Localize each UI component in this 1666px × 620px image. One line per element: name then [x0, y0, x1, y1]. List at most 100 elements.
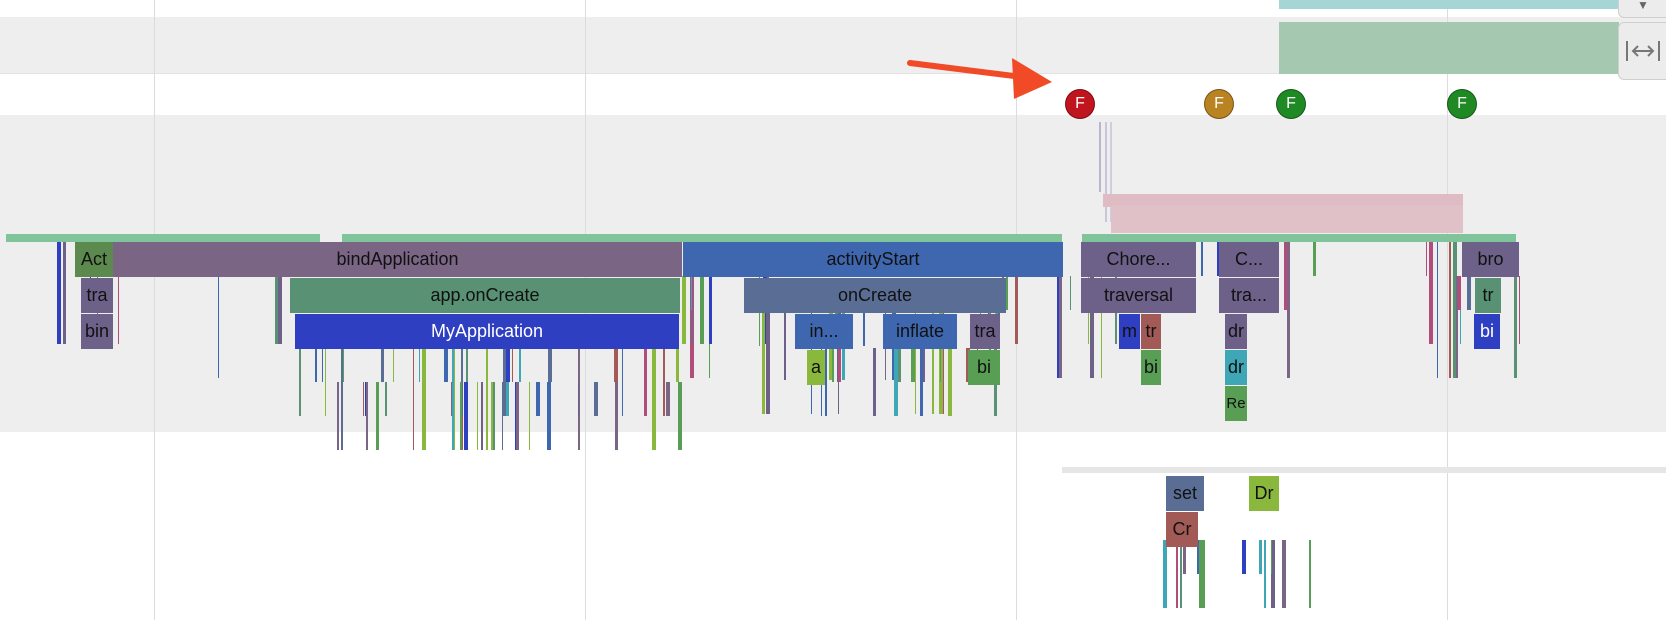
slice-tra-2[interactable]: tra — [970, 314, 1000, 349]
trace-sub-slice[interactable] — [547, 348, 552, 382]
slice-tr-2[interactable]: tr — [1141, 314, 1161, 349]
trace-sub-slice[interactable] — [1286, 242, 1290, 378]
slice-oncreate[interactable]: onCreate — [744, 278, 1006, 313]
trace-sub-slice[interactable] — [676, 348, 680, 382]
frame-marker-ok[interactable]: F — [1447, 89, 1477, 119]
trace-sub-slice[interactable] — [1428, 242, 1433, 344]
trace-sub-slice[interactable] — [1183, 540, 1187, 574]
trace-sub-slice[interactable] — [1070, 276, 1072, 310]
trace-sub-slice[interactable] — [1519, 276, 1521, 344]
trace-sub-slice[interactable] — [325, 348, 327, 416]
slice-bi-2[interactable]: bi — [968, 350, 1000, 385]
trace-sub-slice[interactable] — [511, 348, 513, 382]
trace-sub-slice[interactable] — [863, 312, 865, 346]
counter-bar-green[interactable] — [1279, 22, 1619, 74]
trace-sub-slice[interactable] — [915, 312, 917, 414]
resize-button[interactable] — [1618, 22, 1666, 80]
trace-sub-slice[interactable] — [364, 382, 366, 416]
trace-sub-slice[interactable] — [366, 382, 369, 450]
trace-sub-slice[interactable] — [1259, 540, 1263, 574]
trace-sub-slice[interactable] — [516, 382, 520, 450]
trace-sub-slice[interactable] — [1180, 540, 1183, 608]
trace-sub-slice[interactable] — [546, 382, 551, 450]
trace-sub-slice[interactable] — [315, 348, 317, 382]
trace-sub-slice[interactable] — [593, 382, 598, 416]
trace-sub-slice[interactable] — [1058, 242, 1062, 378]
slice-app-oncreate[interactable]: app.onCreate — [290, 278, 680, 313]
trace-sub-slice[interactable] — [940, 348, 942, 382]
trace-sub-slice[interactable] — [765, 312, 770, 414]
slice-dr-render[interactable]: Dr — [1249, 476, 1279, 511]
trace-sub-slice[interactable] — [362, 382, 364, 416]
trace-sub-slice[interactable] — [837, 348, 841, 382]
trace-sub-slice[interactable] — [1264, 540, 1267, 608]
trace-sub-slice[interactable] — [614, 348, 618, 382]
trace-sub-slice[interactable] — [919, 348, 923, 416]
trace-sub-slice[interactable] — [1201, 242, 1204, 276]
trace-sub-slice[interactable] — [651, 348, 656, 450]
slice-cr[interactable]: Cr — [1166, 512, 1198, 547]
trace-sub-slice[interactable] — [832, 348, 835, 382]
trace-sub-slice[interactable] — [454, 348, 456, 450]
trace-sub-slice[interactable] — [577, 348, 580, 450]
trace-sub-slice[interactable] — [1057, 242, 1060, 378]
trace-sub-slice[interactable] — [118, 242, 119, 344]
slice-inflate[interactable]: inflate — [883, 314, 957, 349]
trace-sub-slice[interactable] — [666, 382, 671, 416]
trace-sub-slice[interactable] — [376, 382, 380, 450]
slice-choreographer[interactable]: Chore... — [1081, 242, 1196, 277]
trace-sub-slice[interactable] — [476, 382, 478, 450]
trace-sub-slice[interactable] — [1425, 242, 1427, 276]
trace-sub-slice[interactable] — [1459, 276, 1461, 344]
trace-sub-slice[interactable] — [708, 276, 712, 344]
trace-sub-slice[interactable] — [824, 348, 827, 416]
slice-traversal[interactable]: traversal — [1081, 278, 1196, 313]
trace-sub-slice[interactable] — [1313, 242, 1317, 276]
trace-sub-slice[interactable] — [274, 276, 279, 344]
trace-sub-slice[interactable] — [947, 348, 952, 416]
trace-sub-slice[interactable] — [1458, 276, 1462, 310]
trace-sub-slice[interactable] — [384, 382, 387, 416]
slice-activity-start[interactable]: activityStart — [683, 242, 1063, 277]
trace-sub-slice[interactable] — [492, 382, 495, 450]
trace-sub-slice[interactable] — [452, 348, 455, 450]
trace-sub-slice[interactable] — [62, 242, 66, 344]
trace-sub-slice[interactable] — [481, 382, 483, 450]
trace-sub-slice[interactable] — [1175, 540, 1178, 608]
trace-sub-slice[interactable] — [529, 382, 531, 450]
trace-sub-slice[interactable] — [1436, 242, 1438, 378]
trace-sub-slice[interactable] — [762, 312, 766, 414]
pink-async-slice[interactable] — [1111, 205, 1463, 233]
trace-sub-slice[interactable] — [506, 348, 510, 416]
trace-sub-slice[interactable] — [57, 242, 62, 344]
trace-sub-slice[interactable] — [450, 382, 452, 416]
trace-sub-slice[interactable] — [1514, 276, 1517, 378]
trace-sub-slice[interactable] — [1308, 540, 1311, 608]
frame-marker-late[interactable]: F — [1204, 89, 1234, 119]
trace-sub-slice[interactable] — [393, 348, 395, 382]
trace-sub-slice[interactable] — [218, 276, 220, 378]
trace-sub-slice[interactable] — [412, 348, 414, 450]
frame-marker-ok[interactable]: F — [1276, 89, 1306, 119]
slice-re[interactable]: Re — [1225, 386, 1247, 421]
trace-sub-slice[interactable] — [1270, 540, 1275, 608]
trace-sub-slice[interactable] — [421, 348, 426, 450]
trace-sub-slice[interactable] — [519, 348, 522, 382]
trace-sub-slice[interactable] — [1242, 540, 1247, 574]
trace-sub-slice[interactable] — [784, 312, 787, 380]
trace-sub-slice[interactable] — [1283, 242, 1287, 310]
trace-sub-slice[interactable] — [1271, 540, 1273, 574]
trace-sub-slice[interactable] — [691, 276, 693, 344]
trace-sub-slice[interactable] — [502, 382, 504, 450]
trace-sub-slice[interactable] — [514, 382, 518, 450]
trace-sub-slice[interactable] — [505, 348, 510, 382]
slice-inflate-short[interactable]: in... — [795, 314, 853, 349]
trace-sub-slice[interactable] — [1199, 540, 1204, 608]
trace-sub-slice[interactable] — [910, 348, 915, 382]
slice-bro[interactable]: bro — [1462, 242, 1519, 277]
trace-sub-slice[interactable] — [691, 276, 693, 310]
slice-act[interactable]: Act — [75, 242, 113, 277]
trace-sub-slice[interactable] — [1163, 540, 1167, 608]
trace-sub-slice[interactable] — [299, 348, 302, 416]
slice-m[interactable]: m — [1119, 314, 1140, 349]
